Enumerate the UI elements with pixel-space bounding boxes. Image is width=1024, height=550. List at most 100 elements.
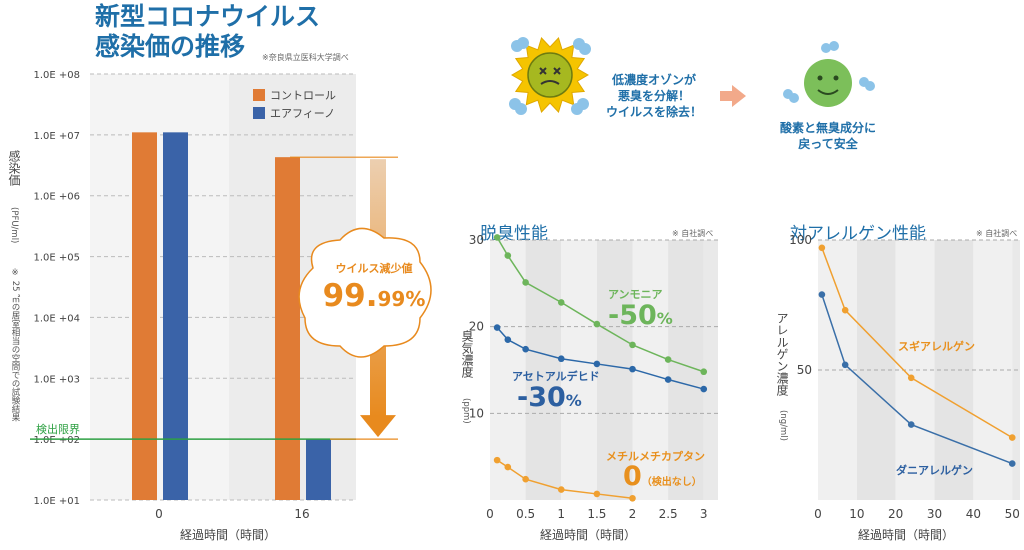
- odor-xtick: 0: [486, 507, 494, 521]
- odor-point-2: [522, 475, 529, 483]
- allergen-ytick: 100: [789, 233, 812, 247]
- covid-ytick: 1.0E +02: [33, 435, 80, 446]
- odor-point-0: [664, 356, 672, 363]
- acetaldehyde-result-unit: %: [565, 391, 582, 410]
- acetaldehyde-result: -30%: [517, 382, 582, 413]
- allergen-xtick: 50: [1005, 507, 1020, 521]
- source-note: ※奈良県立医科大学調べ: [262, 53, 349, 62]
- covid-y-label: 感染価: [7, 150, 21, 186]
- allergen-point-0: [841, 306, 849, 314]
- odor-xtick: 3: [700, 507, 708, 521]
- odor-xtick: 0.5: [516, 507, 535, 521]
- covid-ytick: 1.0E +05: [33, 253, 80, 264]
- odor-point-1: [593, 360, 601, 368]
- reduction-value: 99.99%: [308, 278, 440, 314]
- legend-swatch-control: [253, 89, 265, 101]
- ozone-info-line3: ウイルスを除去！: [605, 105, 702, 119]
- reduction-arrow-head: [360, 415, 396, 438]
- odor-point-0: [493, 234, 501, 241]
- reduction-unit: %: [405, 287, 426, 311]
- ammonia-result: -50%: [608, 300, 673, 331]
- allergen-y-unit: (ng/ml): [778, 410, 788, 441]
- allergen-point-1: [1008, 460, 1016, 467]
- ozone-info-text: 低濃度オゾンが 悪臭を分解！ ウイルスを除去！: [590, 72, 718, 120]
- odor-ytick: 10: [469, 406, 484, 420]
- safe-info-line1: 酸素と無臭成分に: [779, 121, 876, 135]
- allergen-line-1: [821, 294, 1013, 465]
- odor-point-1: [493, 324, 501, 331]
- reduction-value-main: 99.: [322, 278, 378, 314]
- reduction-badge: [298, 227, 432, 358]
- odor-ytick: 30: [469, 233, 484, 247]
- allergen-line-0: [821, 247, 1013, 439]
- ammonia-label: アンモニア: [608, 288, 663, 301]
- allergen-y-label: アレルゲン濃度: [775, 312, 789, 396]
- acetaldehyde-result-value: -30: [517, 382, 566, 413]
- covid-ytick: 1.0E +04: [33, 313, 80, 324]
- odor-point-1: [557, 355, 565, 363]
- covid-xtick: 16: [294, 507, 309, 521]
- odor-point-1: [664, 376, 672, 383]
- allergen-ytick: 50: [797, 363, 812, 377]
- odor-band: [703, 240, 718, 500]
- allergen-point-0: [818, 244, 826, 252]
- odor-band: [561, 240, 597, 500]
- methyl-label: メチルメチカプタン: [606, 450, 705, 463]
- allergen-point-1: [907, 421, 915, 428]
- safe-info-line2: 戻って安全: [798, 137, 858, 151]
- legend-swatch-airfino: [253, 107, 265, 119]
- covid-ytick: 1.0E +03: [33, 374, 80, 385]
- covid-bar-control: [275, 157, 300, 500]
- odor-point-2: [593, 490, 601, 498]
- covid-xtick: 0: [155, 507, 163, 521]
- covid-y-note: ※ 25 ㎡の居室相当の空間での試験結果: [10, 268, 20, 422]
- covid-y-unit: (PFU/ml): [9, 207, 19, 244]
- allergen-point-0: [1008, 434, 1016, 441]
- sugi-label: スギアレルゲン: [898, 340, 975, 353]
- odor-band: [632, 240, 669, 500]
- covid-ytick: 1.0E +07: [33, 131, 80, 142]
- odor-band: [490, 240, 526, 500]
- odor-x-label: 経過時間（時間）: [540, 528, 637, 542]
- covid-ytick: 1.0E +01: [33, 496, 80, 507]
- covid-ytick: 1.0E +06: [33, 192, 80, 203]
- ozone-virus-icon: [509, 37, 591, 115]
- legend-item-control: コントロール: [253, 86, 336, 104]
- odor-point-2: [504, 463, 512, 471]
- ozone-info-line2: 悪臭を分解！: [617, 89, 690, 103]
- odor-line-1: [496, 327, 704, 390]
- chart-title-line1: 新型コロナウイルス: [95, 2, 321, 31]
- odor-point-0: [557, 299, 565, 306]
- ammonia-result-unit: %: [656, 309, 673, 328]
- odor-point-0: [593, 320, 601, 328]
- allergen-point-1: [818, 291, 826, 298]
- legend-item-airfino: エアフィーノ: [253, 104, 336, 122]
- odor-point-2: [557, 486, 565, 493]
- reduction-value-decimal: 99: [377, 287, 406, 311]
- odor-point-1: [700, 385, 708, 393]
- safe-smile-icon: [783, 41, 875, 107]
- dani-label: ダニアレルゲン: [896, 464, 973, 477]
- odor-point-2: [629, 494, 636, 502]
- reduction-label: ウイルス減少値: [335, 262, 413, 275]
- allergen-xtick: 30: [927, 507, 942, 521]
- odor-point-0: [700, 368, 708, 376]
- allergen-xtick: 0: [814, 507, 822, 521]
- odor-xtick: 2: [629, 507, 637, 521]
- ammonia-result-value: -50: [608, 300, 657, 331]
- ozone-info-line1: 低濃度オゾンが: [611, 73, 696, 87]
- allergen-xtick: 10: [849, 507, 864, 521]
- allergen-point-0: [907, 374, 915, 382]
- odor-line-0: [496, 237, 704, 373]
- covid-bar-airfino: [306, 439, 331, 500]
- covid-chart: 1.0E +08 1.0E +07 1.0E +06 1.0E +05 1.0E +04…: [30, 70, 432, 521]
- odor-band: [525, 240, 562, 500]
- odor-source: ※ 自社調べ: [672, 229, 714, 238]
- odor-point-0: [504, 252, 512, 259]
- odor-y-unit: (ppm): [461, 398, 471, 424]
- covid-legend: コントロール エアフィーノ: [253, 86, 336, 122]
- allergen-title: 対アレルゲン性能: [790, 224, 926, 244]
- allergen-xtick: 20: [888, 507, 903, 521]
